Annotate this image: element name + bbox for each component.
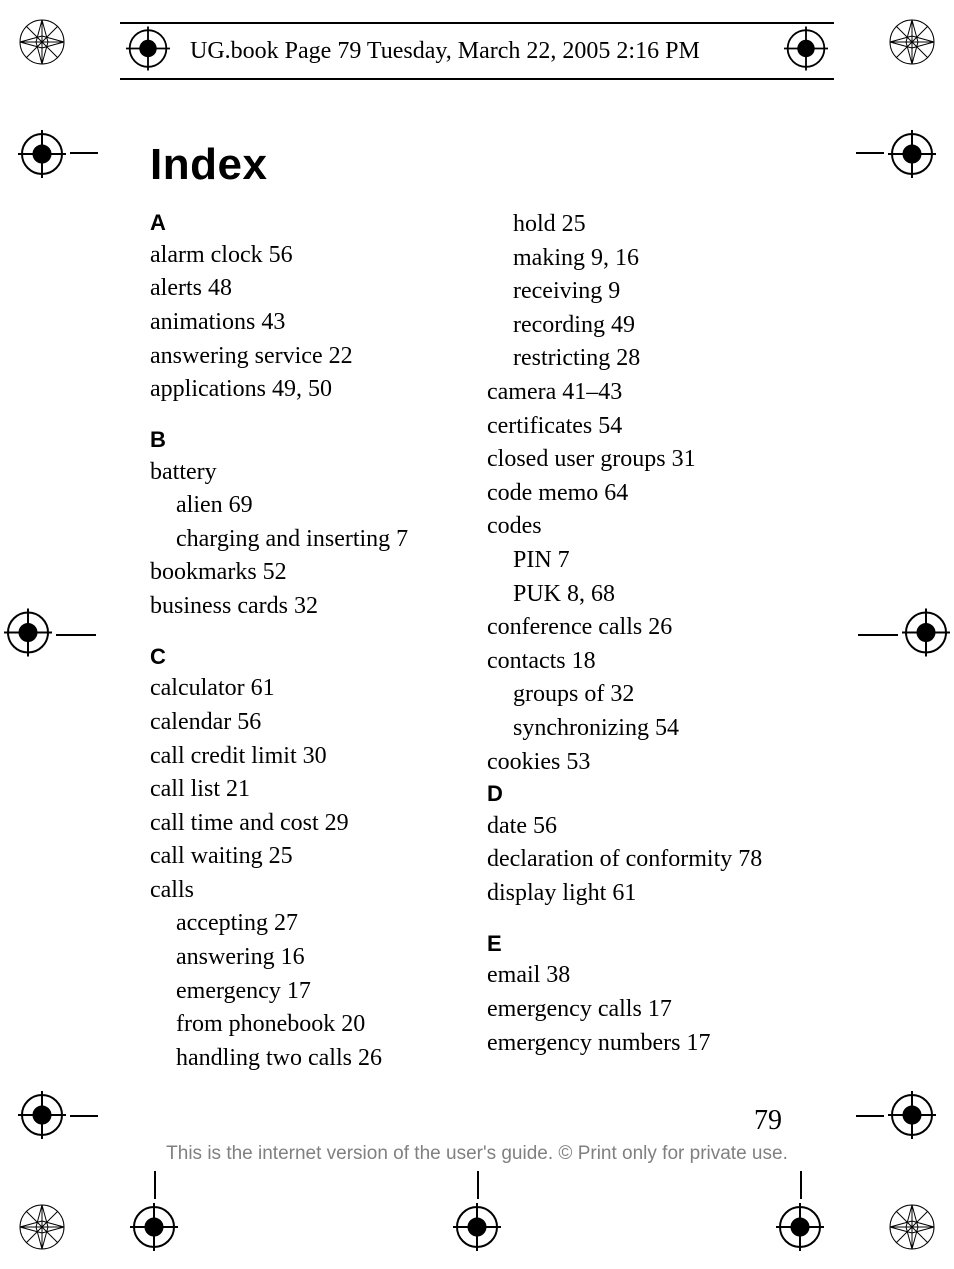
index-entry: emergency numbers 17 (487, 1027, 804, 1061)
registration-mark-icon (888, 130, 936, 178)
footer-text: This is the internet version of the user… (0, 1143, 954, 1165)
crop-line (858, 634, 898, 636)
index-entry: animations 43 (150, 306, 467, 340)
registration-mark-icon (776, 1203, 824, 1251)
index-letter: C (150, 642, 467, 673)
crop-line (856, 1115, 884, 1117)
crop-line (800, 1171, 802, 1199)
index-entry: date 56 (487, 810, 804, 844)
index-entry: alarm clock 56 (150, 239, 467, 273)
index-columns: Aalarm clock 56alerts 48animations 43ans… (150, 208, 804, 1075)
index-subentry: restricting 28 (487, 342, 804, 376)
index-entry: codes (487, 510, 804, 544)
crop-line (70, 152, 98, 154)
index-subentry: from phonebook 20 (150, 1008, 467, 1042)
page-number: 79 (754, 1105, 782, 1137)
registration-mark-icon (18, 130, 66, 178)
document-header-bar: UG.book Page 79 Tuesday, March 22, 2005 … (120, 22, 834, 80)
index-subentry: hold 25 (487, 208, 804, 242)
crop-line (56, 634, 96, 636)
index-subentry: emergency 17 (150, 975, 467, 1009)
crop-line (856, 152, 884, 154)
index-title: Index (150, 140, 804, 190)
index-subentry: receiving 9 (487, 275, 804, 309)
index-entry: battery (150, 456, 467, 490)
index-entry: declaration of conformity 78 (487, 843, 804, 877)
index-entry: emergency calls 17 (487, 993, 804, 1027)
registration-mark-icon (4, 608, 52, 661)
index-entry: call credit limit 30 (150, 740, 467, 774)
registration-mark-icon (453, 1203, 501, 1251)
index-subentry: making 9, 16 (487, 242, 804, 276)
index-letter: B (150, 425, 467, 456)
index-entry: cookies 53 (487, 746, 804, 780)
index-entry: call list 21 (150, 773, 467, 807)
index-subentry: groups of 32 (487, 678, 804, 712)
index-subentry: accepting 27 (150, 907, 467, 941)
index-entry: camera 41–43 (487, 376, 804, 410)
index-entry: alerts 48 (150, 272, 467, 306)
index-subentry: charging and inserting 7 (150, 523, 467, 557)
crop-mark-icon (888, 1203, 936, 1251)
index-column-left: Aalarm clock 56alerts 48animations 43ans… (150, 208, 467, 1075)
document-header-text: UG.book Page 79 Tuesday, March 22, 2005 … (190, 38, 700, 65)
index-entry: email 38 (487, 959, 804, 993)
index-entry: display light 61 (487, 877, 804, 911)
registration-mark-icon (902, 608, 950, 661)
index-entry: conference calls 26 (487, 611, 804, 645)
index-entry: applications 49, 50 (150, 373, 467, 407)
crop-line (70, 1115, 98, 1117)
registration-mark-icon (130, 1203, 178, 1251)
crop-mark-icon (18, 1203, 66, 1251)
index-letter: D (487, 779, 804, 810)
index-subentry: answering 16 (150, 941, 467, 975)
index-entry: code memo 64 (487, 477, 804, 511)
index-entry: bookmarks 52 (150, 556, 467, 590)
index-entry: business cards 32 (150, 590, 467, 624)
index-entry: answering service 22 (150, 340, 467, 374)
crop-line (477, 1171, 479, 1199)
registration-mark-icon (888, 1091, 936, 1139)
page: UG.book Page 79 Tuesday, March 22, 2005 … (0, 0, 954, 1269)
index-subentry: recording 49 (487, 309, 804, 343)
registration-mark-icon (784, 27, 828, 76)
crop-line (154, 1171, 156, 1199)
index-letter: E (487, 929, 804, 960)
index-entry: calls (150, 874, 467, 908)
registration-mark-icon (18, 1091, 66, 1139)
index-entry: calendar 56 (150, 706, 467, 740)
index-letter: A (150, 208, 467, 239)
index-entry: contacts 18 (487, 645, 804, 679)
crop-mark-icon (888, 18, 936, 66)
index-entry: call time and cost 29 (150, 807, 467, 841)
index-entry: closed user groups 31 (487, 443, 804, 477)
index-subentry: PUK 8, 68 (487, 578, 804, 612)
index-subentry: handling two calls 26 (150, 1042, 467, 1076)
index-subentry: alien 69 (150, 489, 467, 523)
registration-mark-icon (126, 27, 170, 76)
index-subentry: synchronizing 54 (487, 712, 804, 746)
index-column-right: hold 25making 9, 16receiving 9recording … (487, 208, 804, 1075)
index-subentry: PIN 7 (487, 544, 804, 578)
crop-mark-icon (18, 18, 66, 66)
index-entry: call waiting 25 (150, 840, 467, 874)
index-entry: calculator 61 (150, 672, 467, 706)
index-entry: certificates 54 (487, 410, 804, 444)
page-content: Index Aalarm clock 56alerts 48animations… (150, 140, 804, 1129)
